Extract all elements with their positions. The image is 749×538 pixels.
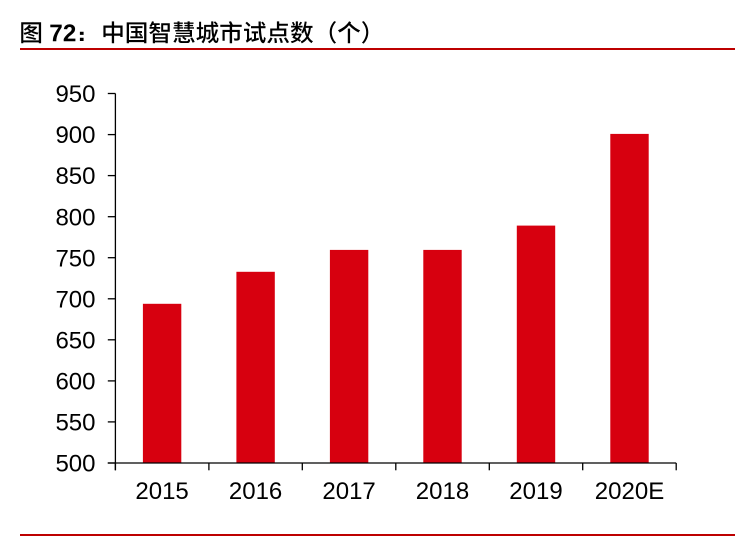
svg-text:550: 550 [55,410,95,437]
svg-text:2019: 2019 [509,478,562,505]
svg-text:2018: 2018 [416,478,469,505]
svg-text:2017: 2017 [322,478,375,505]
svg-text:2015: 2015 [135,478,188,505]
svg-text:900: 900 [55,122,95,149]
svg-text:700: 700 [55,286,95,313]
svg-text:600: 600 [55,369,95,396]
svg-text:800: 800 [55,204,95,231]
svg-text:650: 650 [55,327,95,354]
svg-text:500: 500 [55,451,95,478]
svg-text:750: 750 [55,245,95,272]
svg-text:2016: 2016 [229,478,282,505]
svg-text:950: 950 [55,81,95,108]
svg-text:2020E: 2020E [595,478,664,505]
svg-text:850: 850 [55,163,95,190]
